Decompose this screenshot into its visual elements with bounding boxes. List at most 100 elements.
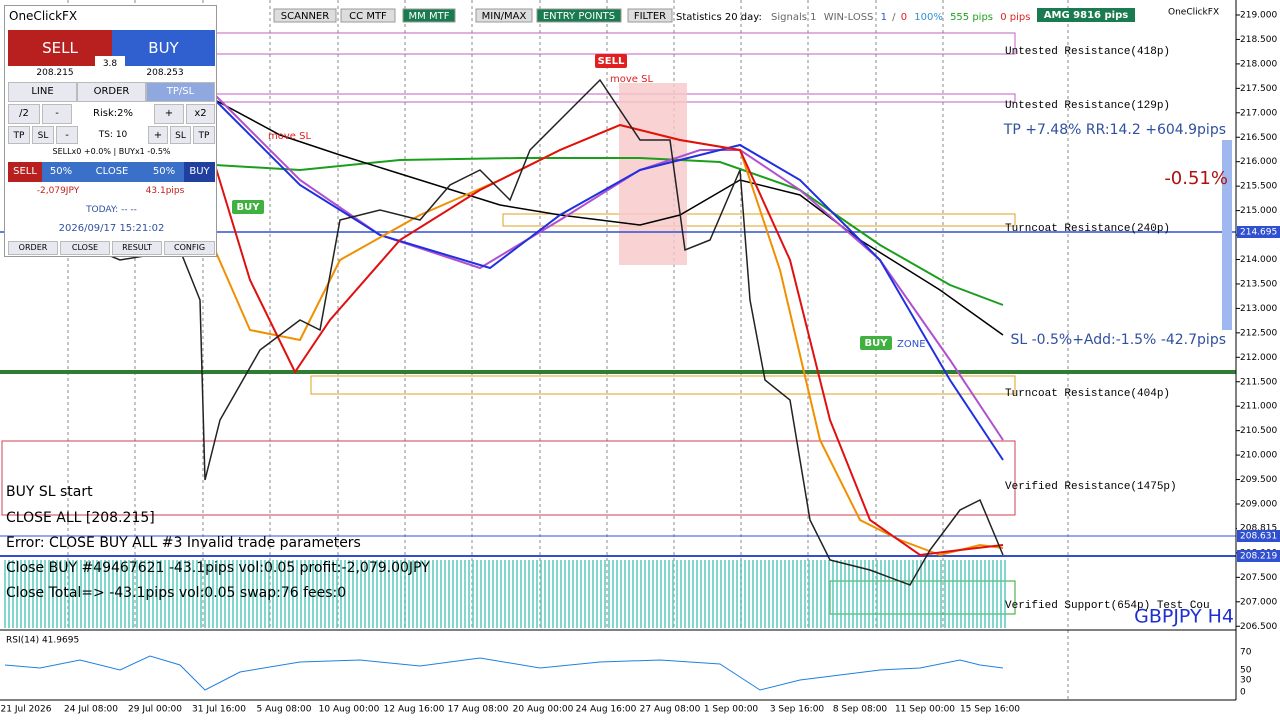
zone-label: ZONE bbox=[897, 339, 926, 350]
sell-all[interactable]: SELL bbox=[8, 162, 42, 182]
clock: 2026/09/17 15:21:02 bbox=[58, 223, 165, 234]
rsi-tick: 70 bbox=[1240, 648, 1252, 658]
double-button[interactable]: x2 bbox=[186, 104, 215, 124]
sl-button[interactable]: SL bbox=[32, 126, 54, 144]
stats-sep: / bbox=[892, 12, 896, 23]
price-marker-label: 208.219 bbox=[1240, 552, 1277, 562]
stats-winloss: WIN-LOSS bbox=[824, 12, 874, 23]
ts: TS: 10 bbox=[98, 130, 128, 140]
symbol-label: GBPJPY H4 bbox=[1134, 606, 1234, 628]
price-marker-label: 208.631 bbox=[1240, 532, 1277, 542]
price-marker bbox=[1237, 550, 1280, 562]
zone-label: Turncoat Resistance(240p) bbox=[1005, 223, 1170, 235]
half-button[interactable]: /2 bbox=[8, 104, 40, 124]
tp-label: TP +7.48% RR:14.2 +604.9pips bbox=[1003, 122, 1226, 138]
brand: OneClickFX bbox=[1168, 8, 1219, 18]
signal-label: SELL bbox=[598, 56, 625, 67]
signal-note: move SL bbox=[268, 131, 311, 142]
rsi-tick: 0 bbox=[1240, 688, 1246, 698]
tp-button[interactable]: TP bbox=[8, 126, 30, 144]
rsi-tick: 50 bbox=[1240, 666, 1252, 676]
date-label: 1 Sep 00:00 bbox=[704, 705, 759, 715]
close-tab[interactable]: CLOSE bbox=[60, 241, 110, 255]
toolbar-label[interactable]: MM MTF bbox=[409, 11, 450, 22]
date-label: 24 Aug 16:00 bbox=[576, 705, 637, 715]
date-label: 17 Aug 08:00 bbox=[448, 705, 509, 715]
toolbar-button bbox=[340, 8, 396, 23]
minus-button[interactable]: - bbox=[42, 104, 72, 124]
zone-label: Untested Resistance(418p) bbox=[1005, 46, 1170, 58]
toolbar-label[interactable]: MIN/MAX bbox=[482, 11, 527, 22]
tp-button[interactable]: TP bbox=[193, 126, 215, 144]
toolbar-button bbox=[536, 8, 622, 23]
price-label: 217.500 bbox=[1240, 84, 1277, 94]
date-label: 8 Sep 08:00 bbox=[833, 705, 888, 715]
price-label: 216.000 bbox=[1240, 157, 1277, 167]
zone-label: Turncoat Resistance(404p) bbox=[1005, 388, 1170, 400]
toolbar-label[interactable]: ENTRY POINTS bbox=[543, 11, 615, 22]
result-tab[interactable]: RESULT bbox=[112, 241, 162, 255]
stats-signals: Signals 1 bbox=[771, 12, 816, 23]
price-label: 211.000 bbox=[1240, 402, 1277, 412]
today: TODAY: -- -- bbox=[86, 205, 137, 215]
bid: 208.215 bbox=[36, 68, 74, 78]
close-half[interactable]: 50% bbox=[144, 162, 184, 182]
toolbar-label[interactable]: CC MTF bbox=[349, 11, 387, 22]
stats-pips-loss: 0 pips bbox=[1000, 12, 1030, 23]
price-label: 209.500 bbox=[1240, 475, 1277, 485]
zone-label: Verified Support(654p) Test Cou bbox=[1005, 600, 1210, 612]
date-label: 10 Aug 00:00 bbox=[319, 705, 380, 715]
stats-label: Statistics 20 day: bbox=[676, 12, 762, 23]
tp-sl-bar bbox=[1222, 140, 1232, 330]
date-label: 20 Aug 00:00 bbox=[513, 705, 574, 715]
price-label: 211.500 bbox=[1240, 377, 1277, 387]
stats-pips-win: 555 pips bbox=[950, 12, 993, 23]
toolbar-label[interactable]: FILTER bbox=[634, 11, 666, 22]
sell-signal bbox=[595, 54, 627, 68]
plus-button[interactable]: + bbox=[148, 126, 168, 144]
rsi-tick: 30 bbox=[1240, 676, 1252, 686]
stats: Statistics 20 day: Signals 1 WIN-LOSS 1 … bbox=[676, 12, 1030, 23]
rsi-line bbox=[4, 655, 1004, 691]
stats-rate: 100% bbox=[914, 12, 943, 23]
panel-title: OneClickFX bbox=[9, 9, 78, 23]
risk: Risk:2% bbox=[93, 108, 133, 119]
stats-losses: 0 bbox=[901, 12, 907, 23]
toolbar-button bbox=[475, 8, 533, 23]
price-marker-label: 214.695 bbox=[1240, 228, 1277, 238]
log-line: CLOSE ALL [208.215] bbox=[6, 510, 155, 526]
order-tab[interactable]: ORDER bbox=[8, 241, 58, 255]
price-label: 215.500 bbox=[1240, 182, 1277, 192]
minus-button[interactable]: - bbox=[56, 126, 78, 144]
zones bbox=[1, 32, 1016, 615]
price-marker bbox=[1237, 530, 1280, 542]
ma-red bbox=[214, 123, 1004, 557]
date-label: 24 Jul 08:00 bbox=[64, 705, 118, 715]
plus-button[interactable]: + bbox=[154, 104, 184, 124]
log-line: Error: CLOSE BUY ALL #3 Invalid trade pa… bbox=[6, 535, 361, 551]
price-label: 207.500 bbox=[1240, 573, 1277, 583]
buy-all[interactable]: BUY bbox=[184, 162, 215, 182]
zone-label: Untested Resistance(129p) bbox=[1005, 100, 1170, 112]
toolbar-label[interactable]: SCANNER bbox=[281, 11, 329, 22]
config-tab[interactable]: CONFIG bbox=[164, 241, 215, 255]
close-half[interactable]: 50% bbox=[42, 162, 80, 182]
sell-button[interactable]: SELL bbox=[8, 30, 112, 66]
tab[interactable]: TP/SL bbox=[146, 82, 215, 102]
price-label: 214.000 bbox=[1240, 255, 1277, 265]
date-label: 27 Aug 08:00 bbox=[640, 705, 701, 715]
tab[interactable]: LINE bbox=[8, 82, 77, 102]
price-label: 217.000 bbox=[1240, 108, 1277, 118]
buy-button[interactable]: BUY bbox=[112, 30, 215, 66]
price-label: 207.000 bbox=[1240, 597, 1277, 607]
close-all[interactable]: CLOSE bbox=[80, 162, 144, 182]
stats-wins: 1 bbox=[881, 12, 887, 23]
loss: -2,079JPY bbox=[36, 186, 80, 196]
position-info: SELLx0 +0.0% | BUYx1 -0.5% bbox=[52, 147, 171, 156]
sl-button[interactable]: SL bbox=[170, 126, 191, 144]
price-label: 218.000 bbox=[1240, 59, 1277, 69]
buy-signal bbox=[232, 200, 264, 214]
amg-label: AMG 9816 pips bbox=[1044, 10, 1128, 21]
tab[interactable]: ORDER bbox=[77, 82, 146, 102]
date-label: 15 Sep 16:00 bbox=[960, 705, 1020, 715]
